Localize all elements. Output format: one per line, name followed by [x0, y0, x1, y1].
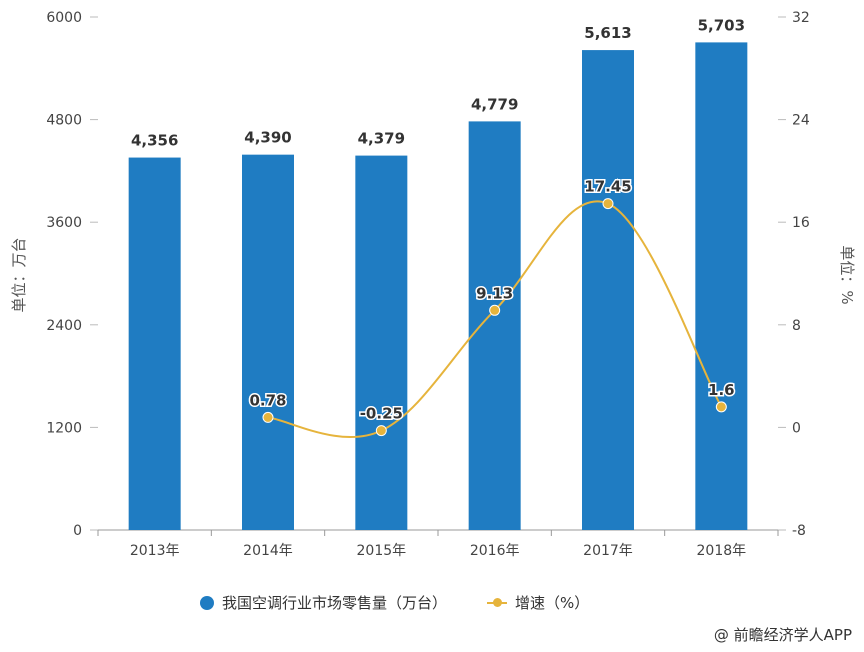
y2-tick-label: 0 — [792, 420, 801, 436]
legend: 我国空调行业市场零售量（万台） 增速（%） — [200, 592, 589, 613]
growth-point — [375, 425, 387, 437]
bar-label: 4,356 — [131, 132, 178, 150]
legend-bar-label: 我国空调行业市场零售量（万台） — [222, 594, 448, 612]
bar — [355, 155, 408, 530]
bar — [242, 154, 294, 530]
y2-tick-label: 8 — [792, 318, 801, 334]
bar-label: 5,703 — [698, 16, 745, 34]
legend-bar-icon — [200, 595, 214, 610]
y2-tick-label: 16 — [792, 215, 810, 231]
x-tick-label: 2016年 — [470, 543, 520, 559]
bar-label: 4,390 — [244, 129, 291, 147]
legend-line-icon — [487, 597, 508, 607]
bar-label: 4,779 — [471, 95, 518, 113]
growth-label: 0.78 — [249, 391, 286, 409]
x-tick-label: 2015年 — [357, 543, 407, 559]
y2-tick-label: 32 — [792, 10, 810, 26]
y-tick-label: 0 — [73, 523, 82, 539]
bar — [695, 42, 748, 531]
growth-label: 9.13 — [476, 284, 513, 302]
y-axis-label: 单位：万台 — [10, 237, 28, 312]
growth-label: 1.6 — [708, 381, 735, 399]
bar-label: 4,379 — [358, 130, 405, 148]
bar — [128, 157, 181, 530]
y-tick-label: 6000 — [46, 10, 82, 26]
y-tick-label: 2400 — [46, 318, 82, 334]
y2-axis-label: 单位：% — [838, 245, 856, 304]
bar — [582, 50, 634, 530]
y2-tick-label: -8 — [792, 523, 806, 539]
bar — [468, 121, 521, 530]
credit: @ 前瞻经济学人APP — [713, 626, 852, 644]
x-tick-label: 2014年 — [243, 543, 293, 559]
growth-point — [489, 304, 501, 316]
legend-line-label: 增速（%） — [515, 594, 590, 612]
x-tick-label: 2017年 — [583, 543, 633, 559]
growth-point — [262, 411, 274, 423]
growth-label: -0.25 — [360, 405, 403, 423]
bar-label: 5,613 — [584, 24, 631, 42]
y-tick-label: 1200 — [46, 420, 82, 436]
growth-label: 17.45 — [584, 178, 631, 196]
x-tick-label: 2018年 — [697, 543, 747, 559]
y-tick-label: 3600 — [46, 215, 82, 231]
growth-line — [267, 200, 723, 439]
growth-point — [602, 198, 614, 210]
y-tick-label: 4800 — [46, 113, 82, 129]
growth-point — [715, 401, 727, 413]
x-tick-label: 2013年 — [130, 543, 180, 559]
y2-tick-label: 24 — [792, 113, 810, 129]
